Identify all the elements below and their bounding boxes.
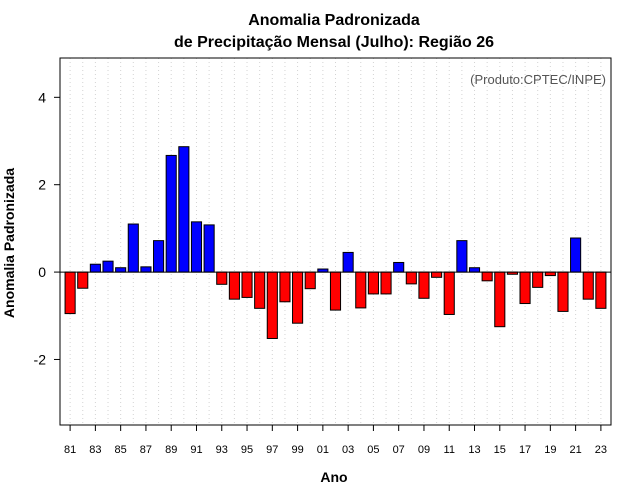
bar-82 (77, 271, 89, 289)
bar-09 (418, 271, 430, 299)
bar-23 (595, 271, 607, 309)
bar-13 (468, 267, 481, 273)
bar-91 (190, 221, 203, 273)
y-tick-label: -2 (34, 351, 47, 367)
credit-label: (Produto:CPTEC/INPE) (470, 72, 606, 87)
x-tick-label: 19 (544, 444, 556, 456)
bar-22 (582, 271, 594, 300)
bar-98 (279, 271, 291, 303)
x-tick-label: 09 (418, 444, 430, 456)
bar-89 (165, 154, 177, 273)
y-tick-label: 0 (38, 264, 46, 280)
x-tick-label: 21 (569, 444, 581, 456)
x-tick-label: 95 (241, 444, 253, 456)
bar-10 (431, 271, 443, 278)
y-tick-label: 2 (38, 177, 46, 193)
bar-07 (393, 261, 405, 273)
bar-03 (342, 251, 354, 273)
x-axis: 81 83 85 87 89 91 93 95 97 99 01 03 05 07 09 11 13 15 17 19… (64, 425, 607, 456)
x-tick-label: 01 (317, 444, 329, 456)
x-tick-label: 03 (342, 444, 354, 456)
bar-90 (178, 146, 190, 273)
bar-83 (89, 263, 101, 273)
bar-05 (367, 271, 379, 295)
x-tick-label: 87 (140, 444, 152, 456)
x-tick-label: 85 (115, 444, 127, 456)
bar-06 (380, 271, 392, 295)
x-tick-label: 99 (291, 444, 303, 456)
bar-20 (557, 271, 569, 312)
bar-18 (532, 271, 544, 288)
bar-19 (544, 271, 556, 277)
y-axis: -2 0 2 4 (34, 89, 60, 367)
bar-88 (153, 240, 165, 273)
x-axis-label: Ano (320, 469, 347, 485)
bar-11 (443, 271, 455, 315)
bar-93 (216, 271, 228, 285)
x-tick-label: 89 (165, 444, 177, 456)
bar-04 (355, 271, 367, 309)
grid (69, 58, 602, 425)
y-tick-label: 4 (38, 89, 46, 105)
x-tick-label: 15 (494, 444, 506, 456)
bar-00 (304, 271, 316, 290)
bar-92 (203, 224, 215, 273)
x-tick-label: 23 (595, 444, 607, 456)
chart-subtitle: de Precipitação Mensal (Julho): Região 2… (174, 34, 494, 51)
bar-81 (64, 271, 76, 315)
x-tick-label: 83 (89, 444, 101, 456)
plot-frame (59, 57, 612, 426)
bar-15 (494, 271, 506, 328)
bar-17 (519, 271, 531, 305)
bar-08 (405, 271, 417, 285)
bar-84 (102, 260, 114, 273)
bar-99 (292, 271, 304, 324)
x-tick-label: 91 (190, 444, 202, 456)
bar-95 (241, 271, 253, 298)
x-tick-label: 97 (266, 444, 278, 456)
bar-94 (228, 271, 240, 300)
bar-87 (140, 266, 152, 273)
y-axis-label: Anomalia Padronizada (1, 168, 17, 318)
bar-02 (329, 271, 342, 311)
x-tick-label: 11 (444, 444, 455, 456)
x-tick-label: 93 (216, 444, 228, 456)
bar-97 (266, 271, 278, 339)
x-tick-label: 81 (64, 444, 76, 456)
chart-title: Anomalia Padronizada (248, 12, 420, 29)
x-tick-label: 13 (468, 444, 480, 456)
x-tick-label: 07 (393, 444, 405, 456)
bar-96 (254, 271, 266, 309)
bar-86 (127, 223, 139, 273)
bar-12 (456, 240, 468, 273)
bar-21 (570, 237, 582, 273)
x-tick-label: 05 (367, 444, 379, 456)
bar-14 (481, 271, 493, 282)
bar-85 (115, 267, 127, 273)
x-tick-label: 17 (519, 444, 531, 456)
